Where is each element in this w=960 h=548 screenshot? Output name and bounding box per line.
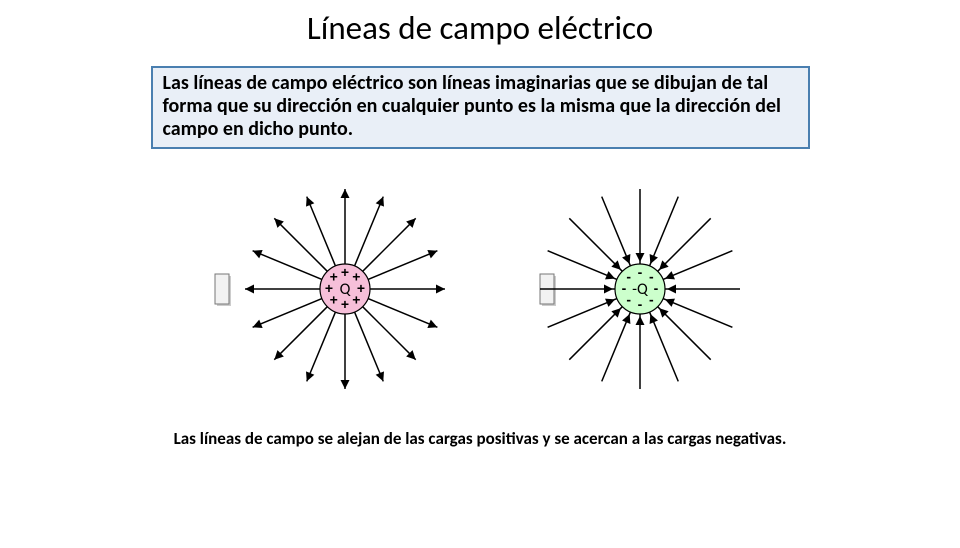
field-lines-diagram: Q++++++++-Q-------- bbox=[0, 149, 960, 429]
page-title: Líneas de campo eléctrico bbox=[0, 8, 960, 48]
svg-text:+: + bbox=[352, 291, 360, 307]
svg-text:+: + bbox=[341, 296, 349, 312]
svg-text:-: - bbox=[649, 291, 654, 307]
definition-box: Las líneas de campo eléctrico son líneas… bbox=[151, 66, 810, 149]
svg-text:-: - bbox=[654, 280, 659, 296]
caption: Las líneas de campo se alejan de las car… bbox=[160, 429, 800, 449]
svg-text:-: - bbox=[626, 291, 631, 307]
svg-text:-: - bbox=[638, 296, 643, 312]
svg-text:-: - bbox=[638, 264, 643, 280]
svg-text:+: + bbox=[330, 269, 338, 285]
svg-text:-: - bbox=[626, 269, 631, 285]
svg-text:+: + bbox=[341, 264, 349, 280]
diagram-area: Q++++++++-Q-------- bbox=[0, 149, 960, 429]
